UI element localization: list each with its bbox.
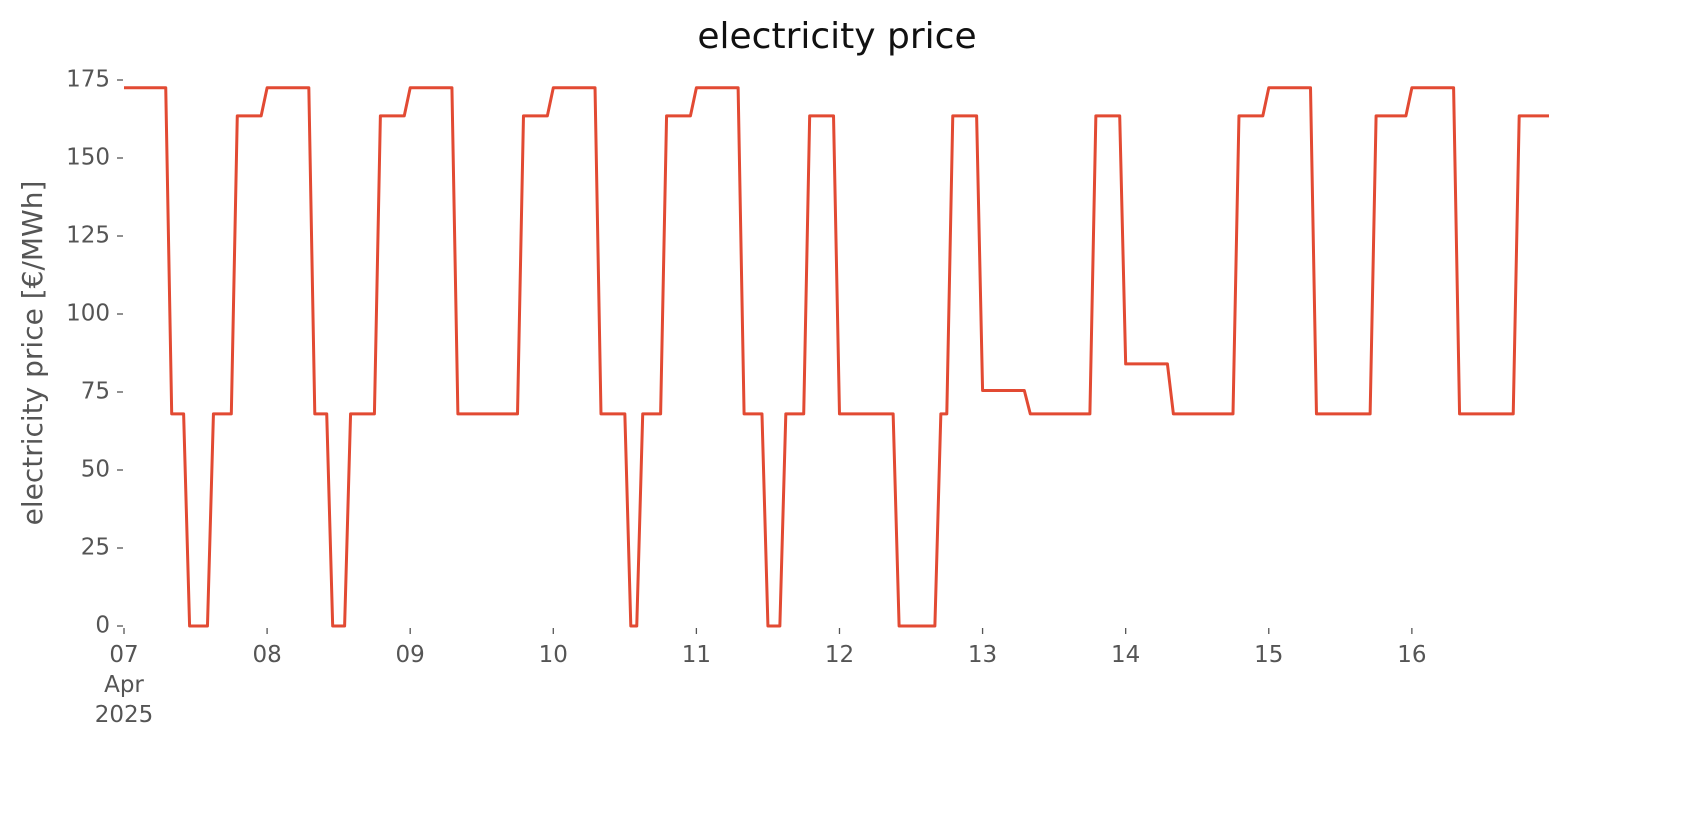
x-tick-label: 16 (1397, 642, 1426, 668)
y-tick-label: 175 (66, 67, 110, 93)
y-tick-label: 0 (95, 613, 110, 639)
x-tick-label: 09 (396, 642, 425, 668)
y-tick-label: 25 (81, 535, 110, 561)
y-tick-label: 50 (81, 457, 110, 483)
x-tick-label: 12 (825, 642, 854, 668)
x-tick-label: 07 Apr 2025 (95, 642, 154, 728)
y-tick-label: 125 (66, 223, 110, 249)
x-tick-label: 15 (1254, 642, 1283, 668)
x-tick-label: 13 (968, 642, 997, 668)
x-tick-label: 10 (539, 642, 568, 668)
price-line (124, 86, 1549, 628)
x-tick-label: 08 (252, 642, 281, 668)
chart-title: electricity price (697, 16, 976, 57)
x-tick-label: 11 (682, 642, 711, 668)
y-tick-label: 100 (66, 301, 110, 327)
y-tick-label: 150 (66, 145, 110, 171)
x-tick-label: 14 (1111, 642, 1140, 668)
y-axis-label: electricity price [€/MWh] (16, 181, 49, 526)
y-tick-label: 75 (81, 379, 110, 405)
